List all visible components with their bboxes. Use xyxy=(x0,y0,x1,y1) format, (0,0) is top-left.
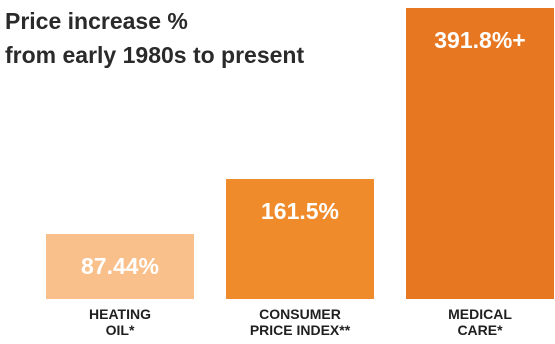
bar-2 xyxy=(226,179,374,299)
category-label-2-line-2: PRICE INDEX** xyxy=(250,322,351,338)
bar-3 xyxy=(406,8,554,299)
category-label-1-line-1: HEATING xyxy=(89,306,151,322)
chart-title-line-1: Price increase % xyxy=(5,8,188,34)
chart-title: Price increase % from early 1980s to pre… xyxy=(5,4,304,72)
chart-title-line-2: from early 1980s to present xyxy=(5,42,305,68)
category-label-3-line-1: MEDICAL xyxy=(448,306,512,322)
bar-value-label-2: 161.5% xyxy=(261,198,339,224)
category-label-2-line-1: CONSUMER xyxy=(259,306,341,322)
category-label-1-line-2: OIL* xyxy=(106,322,135,338)
category-label-3-line-2: CARE* xyxy=(457,322,503,338)
bar-value-label-3: 391.8%+ xyxy=(434,27,525,53)
bar-value-label-1: 87.44% xyxy=(81,253,159,279)
bar-1 xyxy=(46,234,194,299)
